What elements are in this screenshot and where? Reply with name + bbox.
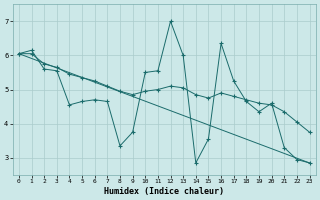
X-axis label: Humidex (Indice chaleur): Humidex (Indice chaleur) xyxy=(104,187,224,196)
